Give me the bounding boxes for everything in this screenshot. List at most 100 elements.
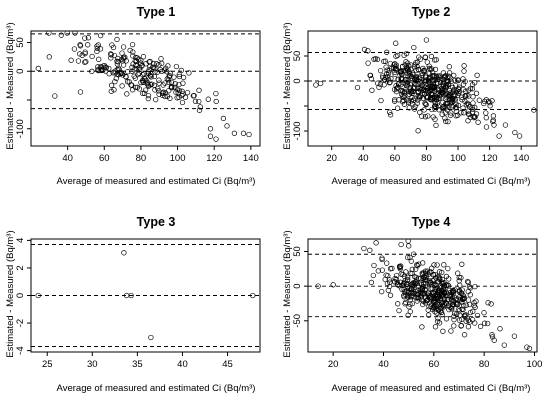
data-point xyxy=(409,300,415,307)
data-point xyxy=(399,75,405,81)
y-tick-label: -4 xyxy=(15,346,26,354)
data-point xyxy=(89,53,95,60)
data-point xyxy=(400,271,406,278)
data-point xyxy=(443,292,449,299)
data-point xyxy=(130,49,136,55)
data-point xyxy=(408,73,414,80)
data-point xyxy=(136,86,143,92)
data-point xyxy=(95,42,101,48)
data-point xyxy=(120,62,127,68)
x-axis-label: Average of measured and estimated Ci (Bq… xyxy=(57,383,256,394)
data-point xyxy=(94,45,100,52)
y-axis-label: Estimated - Measured (Bq/m³) xyxy=(5,230,16,357)
data-point xyxy=(404,67,410,74)
data-point xyxy=(83,59,89,65)
x-tick-label: 60 xyxy=(390,153,401,164)
data-point xyxy=(393,276,399,282)
data-point xyxy=(452,77,458,84)
y-tick-label: 50 xyxy=(292,246,303,257)
data-point xyxy=(391,62,397,68)
data-point xyxy=(474,72,480,78)
data-point xyxy=(179,88,185,94)
data-point xyxy=(447,112,454,118)
plot-frame xyxy=(307,30,538,147)
data-point xyxy=(406,285,412,292)
data-point xyxy=(435,315,441,321)
x-tick-label: 80 xyxy=(479,359,490,370)
y-tick-label: 4 xyxy=(15,238,26,243)
data-point xyxy=(196,87,202,93)
data-point xyxy=(405,274,411,280)
data-point xyxy=(489,334,496,340)
data-point xyxy=(429,78,435,84)
data-point xyxy=(85,35,92,41)
data-point xyxy=(476,97,482,103)
x-tick-label: 140 xyxy=(243,153,259,164)
x-tick-label: 140 xyxy=(513,153,529,164)
data-point xyxy=(433,103,439,110)
data-point xyxy=(398,241,404,248)
data-point xyxy=(427,83,433,89)
data-point xyxy=(82,50,88,57)
data-point xyxy=(240,130,247,136)
data-point xyxy=(401,94,407,100)
data-point xyxy=(95,64,101,70)
data-point xyxy=(441,88,448,94)
data-point xyxy=(435,318,441,325)
data-point xyxy=(429,106,435,113)
data-point xyxy=(413,277,420,283)
data-point xyxy=(148,74,154,80)
data-point xyxy=(465,102,472,108)
data-point xyxy=(140,72,146,78)
plot-area: 20 40 60 80 100 120 140 -100 0 50 xyxy=(292,30,538,164)
data-point xyxy=(115,59,121,65)
data-point xyxy=(175,89,181,96)
data-point xyxy=(367,72,374,79)
data-point xyxy=(85,42,91,48)
data-point xyxy=(455,86,462,93)
data-point xyxy=(158,56,164,62)
data-point xyxy=(115,55,121,62)
y-tick-label: -2 xyxy=(15,319,26,327)
data-point xyxy=(484,320,491,327)
y-axis-label: Estimated - Measured (Bq/m³) xyxy=(282,22,293,149)
data-point xyxy=(220,115,227,122)
data-point xyxy=(531,107,537,113)
data-point xyxy=(130,53,136,59)
y-axis-label: Estimated - Measured (Bq/m³) xyxy=(5,22,16,149)
data-point xyxy=(156,62,162,68)
data-point xyxy=(52,93,58,99)
data-point xyxy=(96,56,102,62)
data-point xyxy=(446,64,452,70)
data-point xyxy=(317,80,324,87)
data-point xyxy=(469,317,476,323)
data-point xyxy=(403,59,409,65)
data-point xyxy=(422,74,429,80)
data-point xyxy=(385,74,391,80)
data-point xyxy=(148,334,154,341)
data-point xyxy=(250,292,256,299)
data-point xyxy=(461,63,467,69)
data-point xyxy=(159,60,165,67)
data-point xyxy=(399,286,405,293)
data-point xyxy=(213,98,219,105)
data-point xyxy=(408,258,414,264)
panel-type-4: Type 4 Estimated - Measured (Bq/m³) Aver… xyxy=(282,215,542,394)
data-point xyxy=(89,68,95,75)
data-point xyxy=(213,136,219,142)
data-point xyxy=(77,42,83,48)
data-point xyxy=(156,80,162,86)
data-point xyxy=(129,87,136,93)
data-point xyxy=(465,279,471,285)
data-point xyxy=(455,270,461,276)
data-point xyxy=(440,70,447,76)
data-point xyxy=(82,35,88,41)
data-point xyxy=(392,275,398,282)
data-point xyxy=(436,95,443,101)
data-point xyxy=(231,130,238,136)
data-point xyxy=(150,64,157,71)
plot-area: 25 30 35 40 45 -4 -2 0 2 4 xyxy=(15,238,261,370)
x-tick-label: 80 xyxy=(136,153,147,164)
data-point xyxy=(415,97,421,103)
data-point xyxy=(433,57,439,63)
